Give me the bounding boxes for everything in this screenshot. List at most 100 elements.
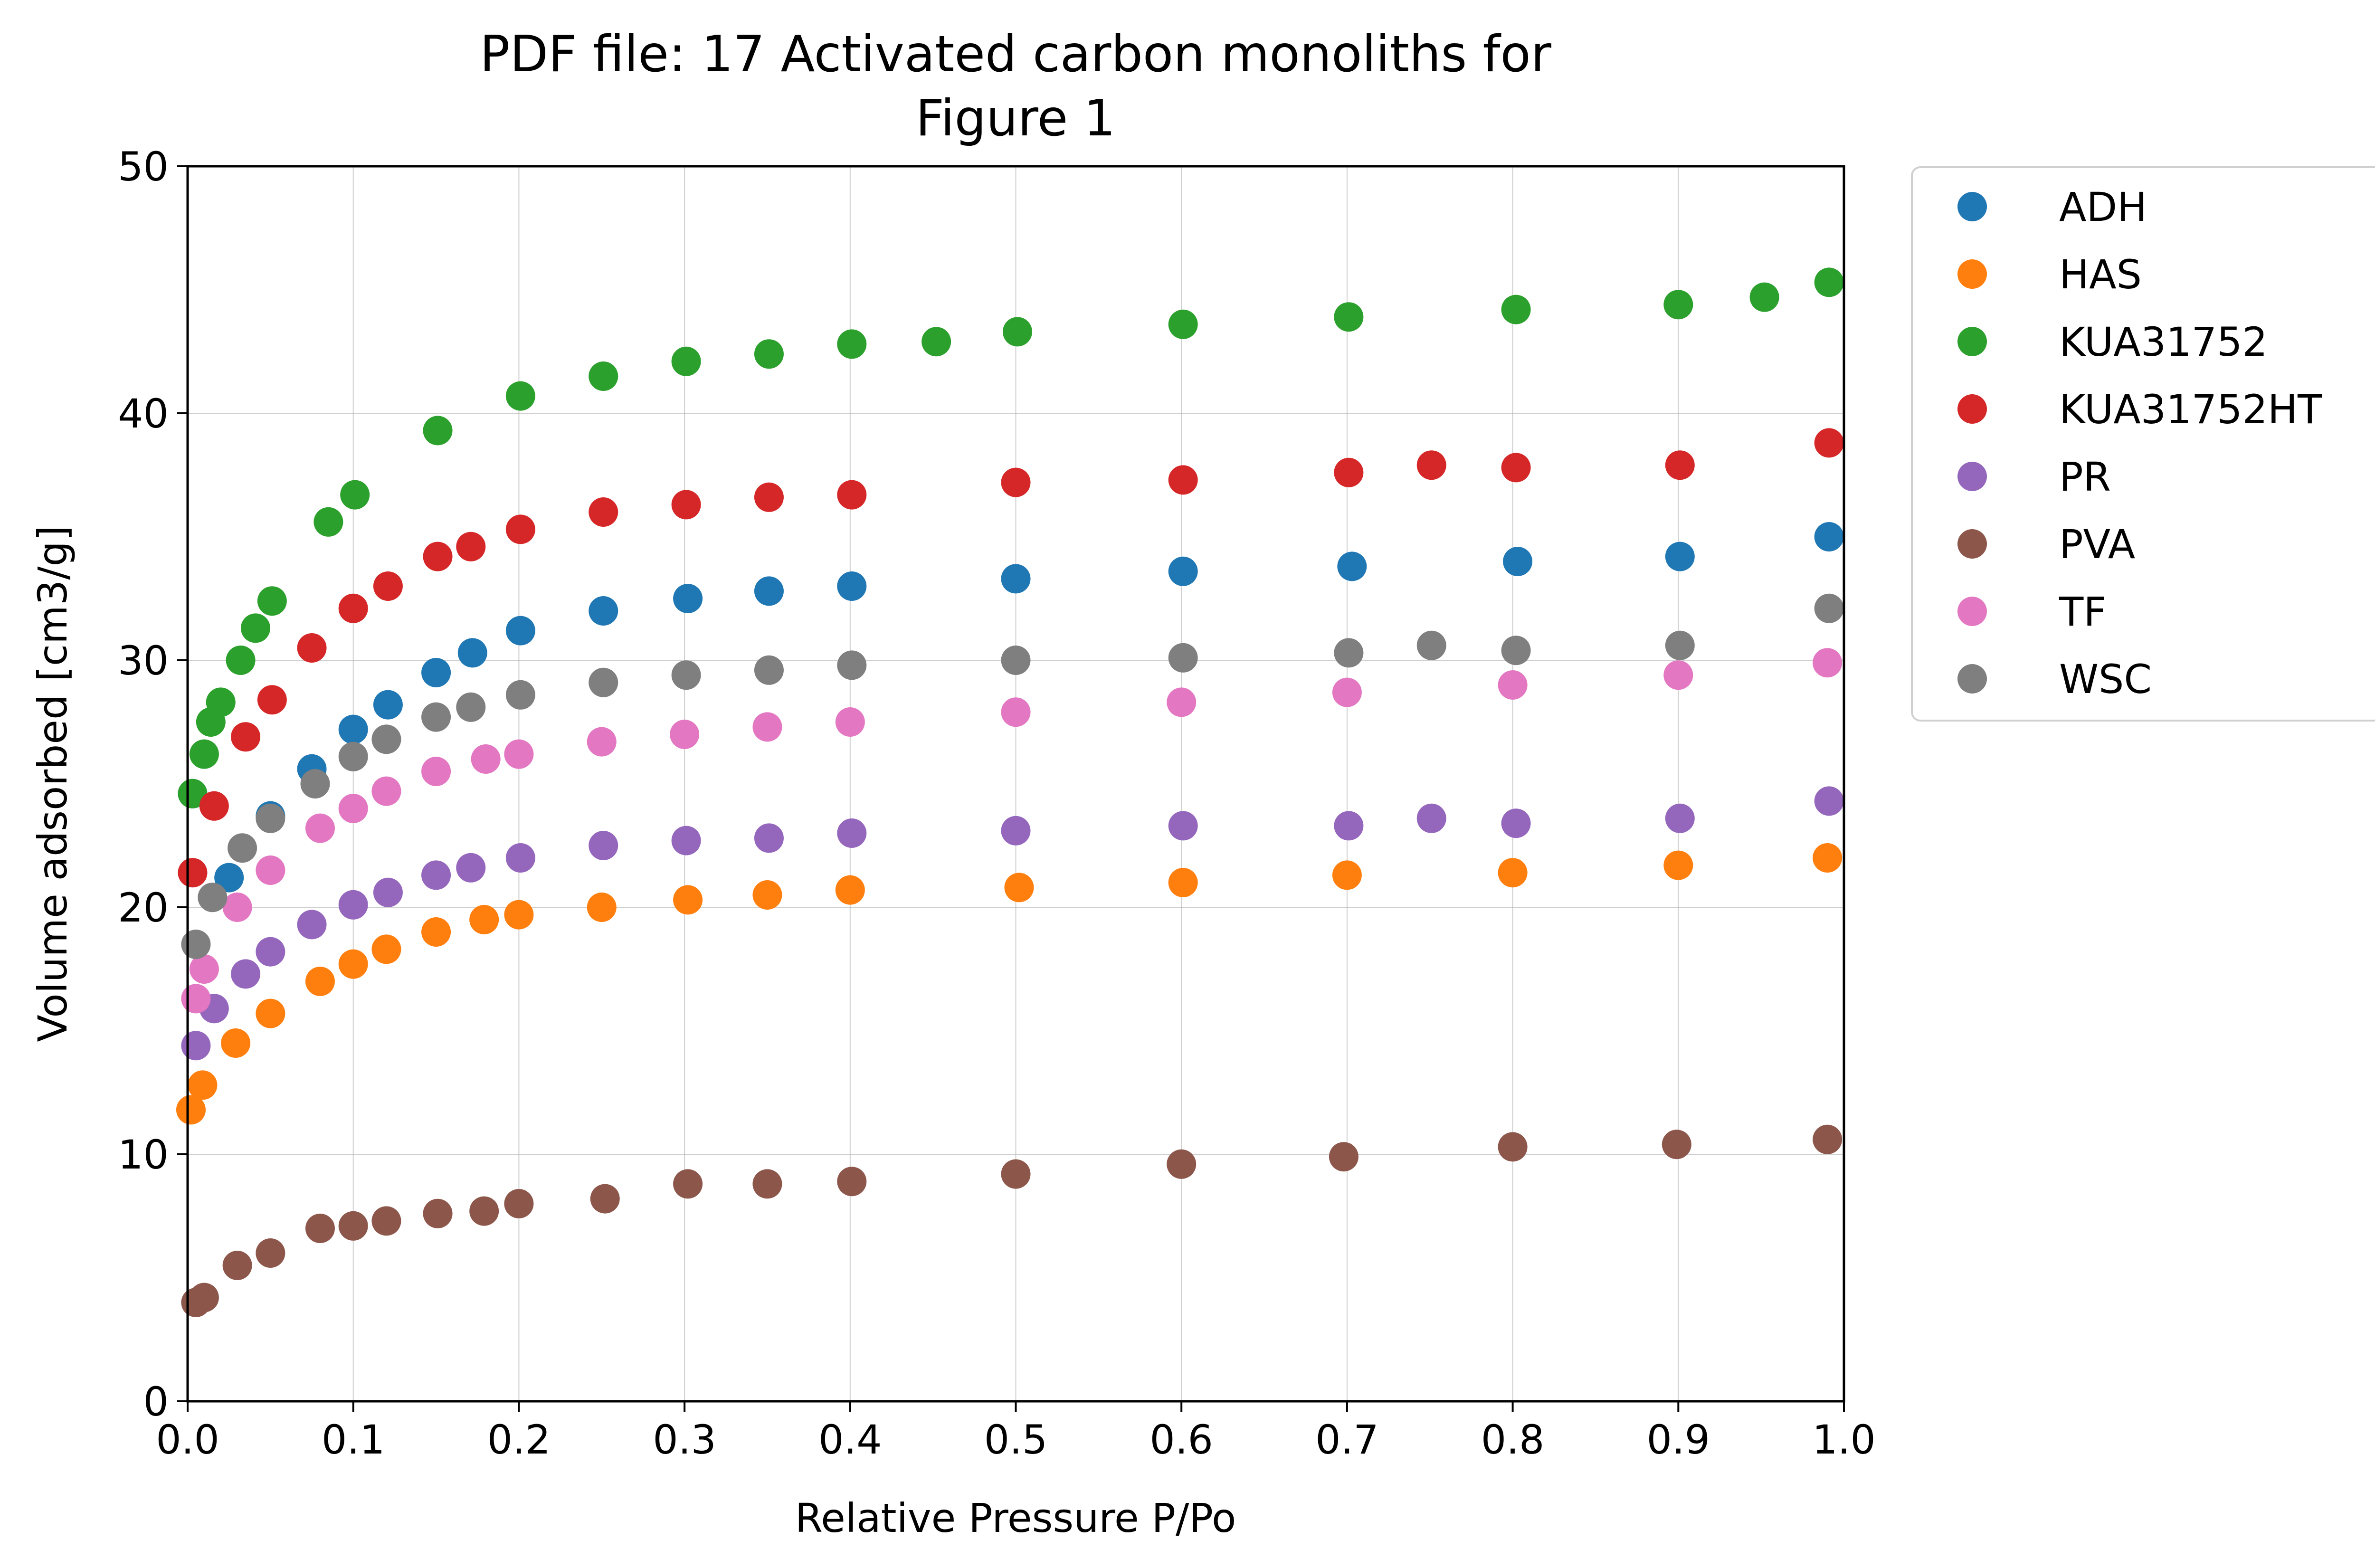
data-point xyxy=(752,1169,782,1199)
data-point xyxy=(221,1028,251,1058)
data-point xyxy=(589,361,618,391)
data-point xyxy=(1665,542,1695,571)
data-point xyxy=(189,739,219,769)
data-point xyxy=(1168,465,1198,495)
data-point xyxy=(1498,1132,1528,1162)
data-point xyxy=(305,813,335,843)
data-point xyxy=(1503,547,1533,576)
x-tick-label: 0.2 xyxy=(487,1416,551,1463)
series-kua31752ht xyxy=(178,428,1844,888)
x-tick-label: 0.0 xyxy=(156,1416,219,1463)
data-point xyxy=(300,769,330,798)
data-point xyxy=(1814,786,1844,816)
data-point xyxy=(1168,309,1198,339)
legend-marker xyxy=(1957,192,1987,221)
x-tick-label: 0.9 xyxy=(1647,1416,1710,1463)
data-point xyxy=(505,514,535,544)
data-point xyxy=(338,890,368,920)
x-tick-label: 0.1 xyxy=(322,1416,385,1463)
data-point xyxy=(338,714,368,744)
data-point xyxy=(178,858,208,888)
data-point xyxy=(338,949,368,979)
data-point xyxy=(837,818,867,848)
data-point xyxy=(673,1169,703,1199)
legend-marker xyxy=(1957,597,1987,626)
legend-label: WSC xyxy=(2059,656,2152,703)
data-point xyxy=(340,480,370,510)
data-point xyxy=(589,497,618,527)
data-point xyxy=(198,883,228,912)
data-point xyxy=(1416,803,1446,833)
legend-frame xyxy=(1911,166,2375,722)
data-point xyxy=(671,660,701,690)
data-point xyxy=(305,1214,335,1243)
data-point xyxy=(1334,638,1364,668)
data-point xyxy=(189,954,219,984)
data-point xyxy=(673,584,703,613)
data-point xyxy=(256,937,285,967)
data-point xyxy=(457,638,487,668)
data-point xyxy=(1168,643,1198,673)
legend-label: HAS xyxy=(2059,251,2142,298)
y-axis-label: Volume adsorbed [cm3/g] xyxy=(29,525,76,1042)
data-point xyxy=(421,860,451,890)
data-point xyxy=(671,346,701,376)
data-point xyxy=(256,855,285,885)
data-point xyxy=(456,692,486,722)
data-point xyxy=(1004,873,1034,903)
data-point xyxy=(373,571,403,601)
legend-label: KUA31752HT xyxy=(2059,386,2322,433)
series-kua31752 xyxy=(178,267,1844,808)
data-point xyxy=(1813,1124,1843,1154)
legend: ADH HAS KUA31752 KUA31752HT PR PVA TF WSC xyxy=(1911,166,2375,722)
data-point xyxy=(1167,687,1197,717)
x-tick-label: 0.6 xyxy=(1150,1416,1213,1463)
data-point xyxy=(505,680,535,710)
data-point xyxy=(1167,1149,1197,1179)
data-point xyxy=(1814,593,1844,623)
x-tick-label: 1.0 xyxy=(1812,1416,1876,1463)
data-point xyxy=(240,613,270,643)
axis-ticks: 0.0 0.1 0.2 0.3 0.4 0.5 0.6 0.7 0.8 0.9 1.0 0 10 20 30… xyxy=(118,143,1876,1463)
data-points xyxy=(176,267,1844,1317)
data-point xyxy=(673,885,703,915)
data-point xyxy=(423,1198,453,1228)
x-tick-label: 0.8 xyxy=(1481,1416,1545,1463)
legend-marker xyxy=(1957,664,1987,694)
data-point xyxy=(338,794,368,823)
data-point xyxy=(1168,868,1198,897)
data-point xyxy=(256,998,285,1028)
data-point xyxy=(371,934,401,964)
data-point xyxy=(305,967,335,996)
chart-title-line-2: Figure 1 xyxy=(916,89,1116,147)
data-point xyxy=(222,893,252,922)
data-point xyxy=(1814,522,1844,551)
data-point xyxy=(1334,457,1364,487)
data-point xyxy=(1663,290,1693,320)
data-point xyxy=(222,1251,252,1280)
data-point xyxy=(421,702,451,732)
data-point xyxy=(1001,646,1031,675)
data-point xyxy=(671,826,701,855)
data-point xyxy=(371,724,401,754)
data-point xyxy=(1001,816,1031,846)
data-point xyxy=(752,880,782,910)
y-tick-label: 0 xyxy=(143,1378,169,1425)
data-point xyxy=(297,633,327,663)
data-point xyxy=(1663,660,1693,690)
series-tf xyxy=(181,648,1843,1014)
data-point xyxy=(256,803,285,833)
data-point xyxy=(1334,302,1364,332)
data-point xyxy=(228,833,257,863)
data-point xyxy=(504,739,534,769)
data-point xyxy=(423,542,453,571)
data-point xyxy=(1498,670,1528,700)
data-point xyxy=(835,707,865,737)
data-point xyxy=(1416,630,1446,660)
data-point xyxy=(421,757,451,786)
data-point xyxy=(1665,630,1695,660)
data-point xyxy=(373,877,403,907)
legend-label: PR xyxy=(2059,454,2111,500)
data-point xyxy=(1001,1159,1031,1189)
data-point xyxy=(835,875,865,905)
